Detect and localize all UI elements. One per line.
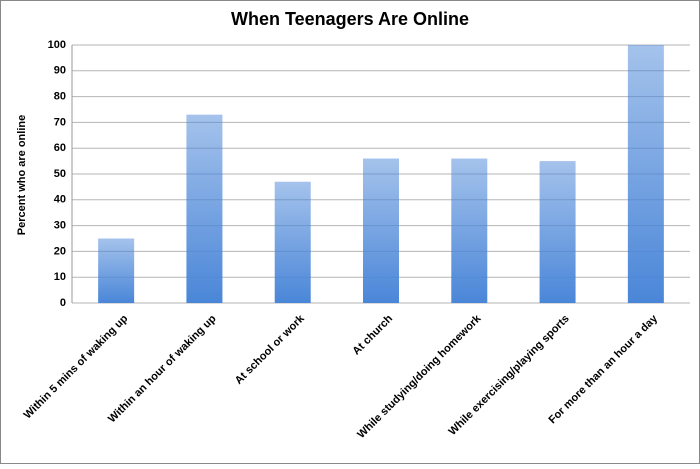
chart-title: When Teenagers Are Online xyxy=(231,9,469,29)
bar xyxy=(363,158,399,303)
y-tick-label: 60 xyxy=(54,142,66,154)
bar xyxy=(186,114,223,303)
bar xyxy=(627,45,664,303)
bar xyxy=(451,158,488,303)
y-axis-label: Percent who are online xyxy=(16,115,28,235)
y-tick-label: 10 xyxy=(54,271,66,283)
bar xyxy=(274,181,311,303)
y-tick-label: 20 xyxy=(54,245,66,257)
y-tick-label: 90 xyxy=(54,65,66,77)
y-tick-label: 50 xyxy=(54,168,66,180)
y-tick-label: 70 xyxy=(54,116,66,128)
y-tick-label: 80 xyxy=(54,91,66,103)
bar xyxy=(539,161,576,303)
y-tick-label: 40 xyxy=(54,194,66,206)
y-tick-label: 100 xyxy=(48,39,66,51)
y-tick-label: 0 xyxy=(60,297,66,309)
bar xyxy=(98,238,135,303)
y-tick-label: 30 xyxy=(54,220,66,232)
